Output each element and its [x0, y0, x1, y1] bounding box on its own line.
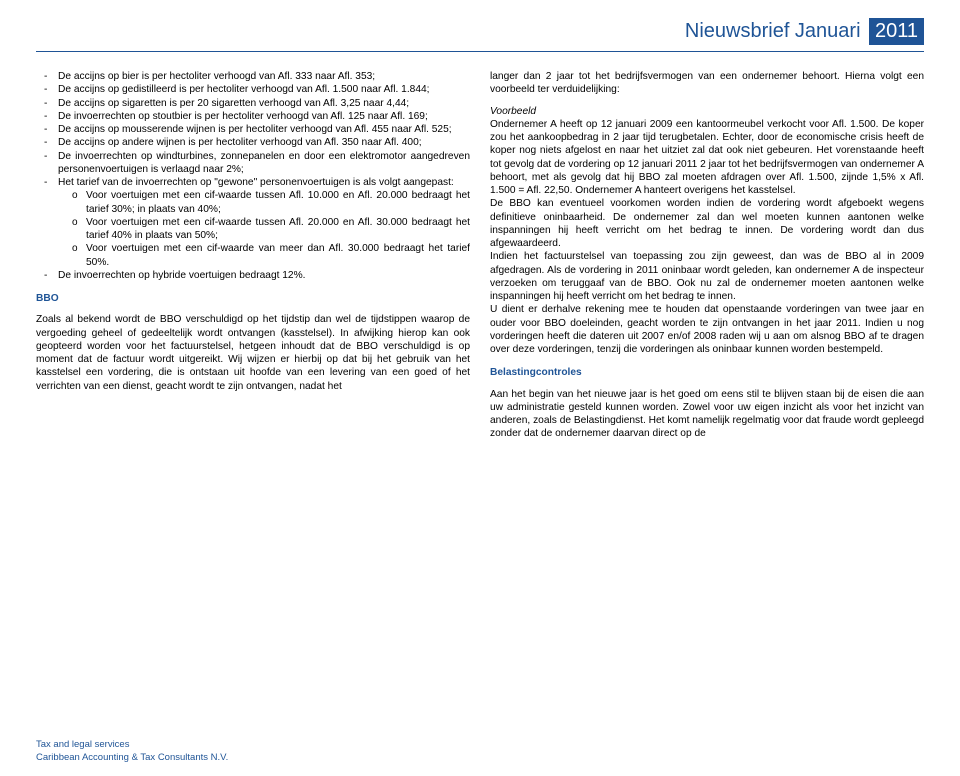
right-intro: langer dan 2 jaar tot het bedrijfsvermog… [490, 70, 924, 97]
bbo-paragraph: Zoals al bekend wordt de BBO verschuldig… [36, 313, 470, 393]
tariff-item: Voor voertuigen met een cif-waarde tusse… [72, 189, 470, 216]
excise-item: De accijns op bier is per hectoliter ver… [48, 70, 470, 83]
tax-audit-heading: Belastingcontroles [490, 366, 924, 379]
hybrid-list: De invoerrechten op hybride voertuigen b… [36, 269, 470, 282]
page-header: Nieuwsbrief Januari 2011 [36, 18, 924, 45]
footer-line1: Tax and legal services [36, 739, 228, 751]
newsletter-year: 2011 [869, 18, 924, 45]
newsletter-title: Nieuwsbrief Januari [685, 20, 861, 42]
excise-list: De accijns op bier is per hectoliter ver… [36, 70, 470, 189]
excise-item: De accijns op sigaretten is per 20 sigar… [48, 97, 470, 110]
right-para: U dient er derhalve rekening mee te houd… [490, 303, 924, 356]
tax-audit-body: Aan het begin van het nieuwe jaar is het… [490, 388, 924, 441]
page-footer: Tax and legal services Caribbean Account… [36, 739, 228, 764]
hybrid-item: De invoerrechten op hybride voertuigen b… [48, 269, 470, 282]
header-divider [36, 51, 924, 52]
tariff-item: Voor voertuigen met een cif-waarde tusse… [72, 216, 470, 243]
excise-item: De accijns op gedistilleerd is per hecto… [48, 83, 470, 96]
excise-item: De accijns op mousserende wijnen is per … [48, 123, 470, 136]
example-label: Voorbeeld [490, 105, 924, 118]
bbo-heading: BBO [36, 292, 470, 305]
footer-line2: Caribbean Accounting & Tax Consultants N… [36, 752, 228, 764]
excise-item: De accijns op andere wijnen is per hecto… [48, 136, 470, 149]
tariff-intro: Het tarief van de invoerrechten op "gewo… [48, 176, 470, 189]
right-para: Indien het factuurstelsel van toepassing… [490, 250, 924, 303]
tariff-item: Voor voertuigen met een cif-waarde van m… [72, 242, 470, 269]
tariff-sublist: Voor voertuigen met een cif-waarde tusse… [36, 189, 470, 269]
right-column: langer dan 2 jaar tot het bedrijfsvermog… [490, 70, 924, 441]
example-body: Ondernemer A heeft op 12 januari 2009 ee… [490, 118, 924, 198]
excise-item: De invoerrechten op windturbines, zonnep… [48, 150, 470, 177]
left-column: De accijns op bier is per hectoliter ver… [36, 70, 470, 441]
right-para: De BBO kan eventueel voorkomen worden in… [490, 197, 924, 250]
body-columns: De accijns op bier is per hectoliter ver… [36, 70, 924, 441]
excise-item: De invoerrechten op stoutbier is per hec… [48, 110, 470, 123]
